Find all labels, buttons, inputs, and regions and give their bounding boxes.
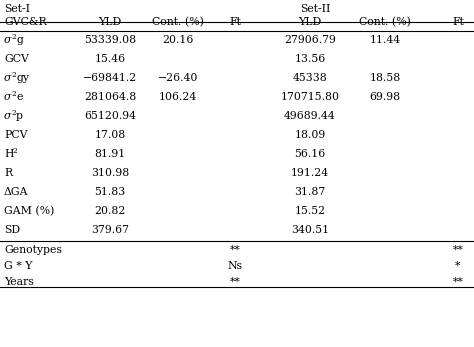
Text: Cont. (%): Cont. (%): [359, 17, 411, 27]
Text: p: p: [16, 111, 23, 121]
Text: 191.24: 191.24: [291, 168, 329, 178]
Text: 11.44: 11.44: [369, 35, 401, 45]
Text: 27906.79: 27906.79: [284, 35, 336, 45]
Text: 2: 2: [11, 90, 16, 98]
Text: 81.91: 81.91: [94, 149, 126, 159]
Text: **: **: [229, 245, 240, 255]
Text: **: **: [229, 277, 240, 287]
Text: 65120.94: 65120.94: [84, 111, 136, 121]
Text: G * Y: G * Y: [4, 261, 32, 271]
Text: Ft: Ft: [229, 17, 241, 27]
Text: −26.40: −26.40: [158, 73, 198, 83]
Text: GAM (%): GAM (%): [4, 206, 55, 216]
Text: 379.67: 379.67: [91, 225, 129, 235]
Text: σ: σ: [4, 73, 11, 83]
Text: 15.46: 15.46: [94, 54, 126, 64]
Text: 340.51: 340.51: [291, 225, 329, 235]
Text: Cont. (%): Cont. (%): [152, 17, 204, 27]
Text: H: H: [4, 149, 13, 159]
Text: Genotypes: Genotypes: [4, 245, 62, 255]
Text: 2: 2: [11, 109, 16, 117]
Text: YLD: YLD: [298, 17, 322, 27]
Text: Set-I: Set-I: [4, 4, 30, 14]
Text: 310.98: 310.98: [91, 168, 129, 178]
Text: 18.09: 18.09: [294, 130, 326, 140]
Text: 20.82: 20.82: [94, 206, 126, 216]
Text: **: **: [453, 277, 464, 287]
Text: σ: σ: [4, 111, 11, 121]
Text: 56.16: 56.16: [294, 149, 326, 159]
Text: Ns: Ns: [228, 261, 243, 271]
Text: R: R: [4, 168, 12, 178]
Text: *: *: [456, 261, 461, 271]
Text: σ: σ: [4, 92, 11, 102]
Text: 53339.08: 53339.08: [84, 35, 136, 45]
Text: SD: SD: [4, 225, 20, 235]
Text: 51.83: 51.83: [94, 187, 126, 197]
Text: GCV: GCV: [4, 54, 29, 64]
Text: 2: 2: [12, 146, 17, 154]
Text: 106.24: 106.24: [159, 92, 197, 102]
Text: Ft: Ft: [452, 17, 464, 27]
Text: 13.56: 13.56: [294, 54, 326, 64]
Text: 2: 2: [11, 70, 16, 78]
Text: ΔGA: ΔGA: [4, 187, 28, 197]
Text: 170715.80: 170715.80: [281, 92, 339, 102]
Text: 20.16: 20.16: [162, 35, 194, 45]
Text: σ: σ: [4, 35, 11, 45]
Text: e: e: [16, 92, 22, 102]
Text: 17.08: 17.08: [94, 130, 126, 140]
Text: 45338: 45338: [292, 73, 328, 83]
Text: Years: Years: [4, 277, 34, 287]
Text: **: **: [453, 245, 464, 255]
Text: 281064.8: 281064.8: [84, 92, 136, 102]
Text: −69841.2: −69841.2: [83, 73, 137, 83]
Text: 15.52: 15.52: [294, 206, 326, 216]
Text: 2: 2: [11, 33, 16, 41]
Text: 69.98: 69.98: [369, 92, 401, 102]
Text: YLD: YLD: [99, 17, 122, 27]
Text: PCV: PCV: [4, 130, 27, 140]
Text: Set-II: Set-II: [300, 4, 330, 14]
Text: 18.58: 18.58: [369, 73, 401, 83]
Text: GVC&R: GVC&R: [4, 17, 46, 27]
Text: 49689.44: 49689.44: [284, 111, 336, 121]
Text: 31.87: 31.87: [294, 187, 326, 197]
Text: g: g: [16, 35, 23, 45]
Text: gy: gy: [16, 73, 29, 83]
